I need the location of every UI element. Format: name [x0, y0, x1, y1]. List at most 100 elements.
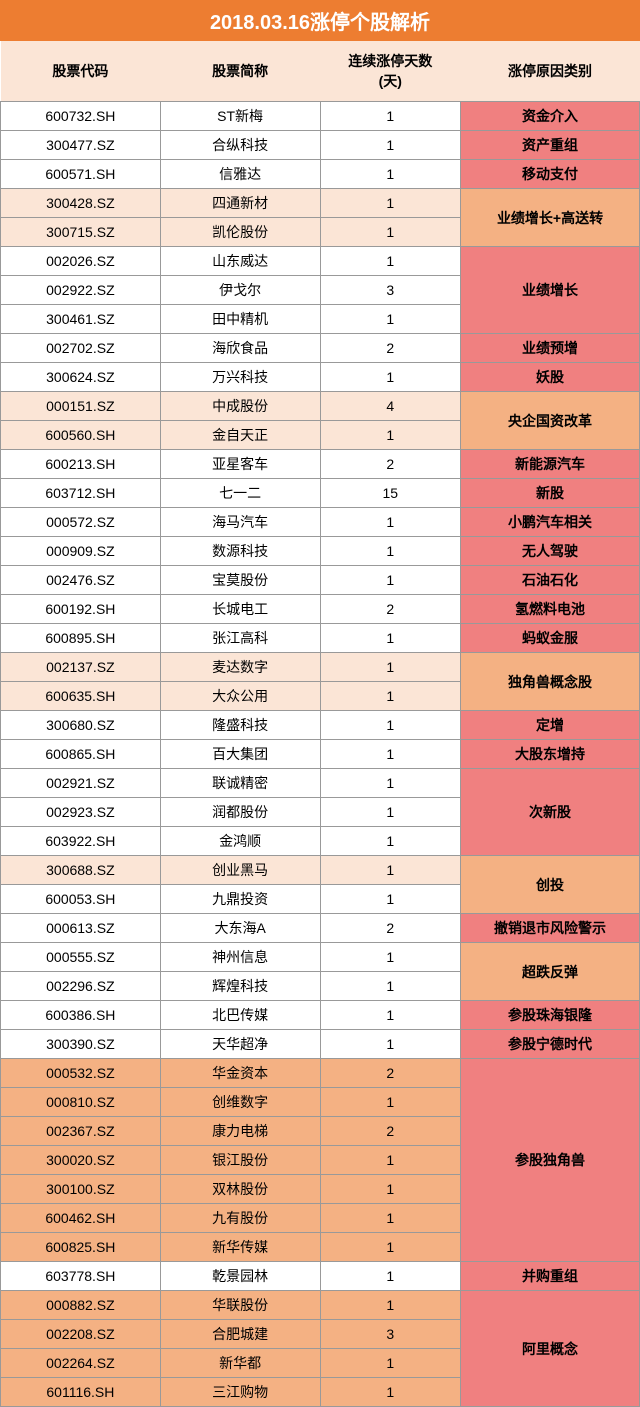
cell-name: 合肥城建	[160, 1320, 320, 1349]
cell-days: 3	[320, 1320, 461, 1349]
reason-cell: 独角兽概念股	[461, 653, 640, 711]
reason-cell: 并购重组	[461, 1262, 640, 1291]
cell-code: 603922.SH	[1, 827, 161, 856]
table-row: 000882.SZ华联股份1阿里概念	[1, 1291, 640, 1320]
cell-name: 神州信息	[160, 943, 320, 972]
cell-code: 002702.SZ	[1, 334, 161, 363]
cell-days: 1	[320, 769, 461, 798]
cell-code: 600865.SH	[1, 740, 161, 769]
cell-days: 1	[320, 624, 461, 653]
cell-code: 601116.SH	[1, 1378, 161, 1407]
cell-days: 1	[320, 508, 461, 537]
cell-days: 2	[320, 914, 461, 943]
cell-name: 润都股份	[160, 798, 320, 827]
reason-cell: 创投	[461, 856, 640, 914]
cell-name: 华金资本	[160, 1059, 320, 1088]
cell-days: 1	[320, 1001, 461, 1030]
table-row: 600732.SHST新梅1资金介入	[1, 102, 640, 131]
reason-cell: 资金介入	[461, 102, 640, 131]
cell-code: 600732.SH	[1, 102, 161, 131]
cell-days: 1	[320, 421, 461, 450]
cell-days: 2	[320, 595, 461, 624]
cell-code: 002922.SZ	[1, 276, 161, 305]
col-header: 连续涨停天数(天)	[320, 41, 461, 102]
reason-cell: 参股宁德时代	[461, 1030, 640, 1059]
cell-days: 1	[320, 798, 461, 827]
cell-code: 600571.SH	[1, 160, 161, 189]
cell-code: 300688.SZ	[1, 856, 161, 885]
cell-code: 002296.SZ	[1, 972, 161, 1001]
cell-name: 新华传媒	[160, 1233, 320, 1262]
reason-cell: 资产重组	[461, 131, 640, 160]
cell-code: 300624.SZ	[1, 363, 161, 392]
cell-code: 000151.SZ	[1, 392, 161, 421]
cell-name: 伊戈尔	[160, 276, 320, 305]
cell-name: 宝莫股份	[160, 566, 320, 595]
table-row: 300680.SZ隆盛科技1定增	[1, 711, 640, 740]
table-row: 300428.SZ四通新材1业绩增长+高送转	[1, 189, 640, 218]
cell-days: 1	[320, 885, 461, 914]
cell-days: 1	[320, 102, 461, 131]
cell-name: 田中精机	[160, 305, 320, 334]
cell-code: 603778.SH	[1, 1262, 161, 1291]
table-row: 603712.SH七一二15新股	[1, 479, 640, 508]
cell-code: 300390.SZ	[1, 1030, 161, 1059]
cell-code: 300715.SZ	[1, 218, 161, 247]
cell-days: 1	[320, 160, 461, 189]
table-row: 300390.SZ天华超净1参股宁德时代	[1, 1030, 640, 1059]
reason-cell: 撤销退市风险警示	[461, 914, 640, 943]
table-row: 000151.SZ中成股份4央企国资改革	[1, 392, 640, 421]
cell-name: ST新梅	[160, 102, 320, 131]
cell-code: 002137.SZ	[1, 653, 161, 682]
table-row: 600192.SH长城电工2氢燃料电池	[1, 595, 640, 624]
reason-cell: 蚂蚁金服	[461, 624, 640, 653]
cell-name: 合纵科技	[160, 131, 320, 160]
reason-cell: 小鹏汽车相关	[461, 508, 640, 537]
reason-cell: 参股珠海银隆	[461, 1001, 640, 1030]
cell-days: 1	[320, 1088, 461, 1117]
table-row: 000613.SZ大东海A2撤销退市风险警示	[1, 914, 640, 943]
cell-days: 1	[320, 1378, 461, 1407]
table-row: 002921.SZ联诚精密1次新股	[1, 769, 640, 798]
table-row: 600571.SH信雅达1移动支付	[1, 160, 640, 189]
cell-code: 002367.SZ	[1, 1117, 161, 1146]
cell-days: 4	[320, 392, 461, 421]
cell-code: 600386.SH	[1, 1001, 161, 1030]
cell-days: 1	[320, 247, 461, 276]
table-row: 000532.SZ华金资本2参股独角兽	[1, 1059, 640, 1088]
table-row: 002026.SZ山东威达1业绩增长	[1, 247, 640, 276]
cell-code: 000810.SZ	[1, 1088, 161, 1117]
cell-name: 信雅达	[160, 160, 320, 189]
reason-cell: 超跌反弹	[461, 943, 640, 1001]
cell-days: 1	[320, 1030, 461, 1059]
cell-code: 002264.SZ	[1, 1349, 161, 1378]
cell-name: 万兴科技	[160, 363, 320, 392]
cell-name: 天华超净	[160, 1030, 320, 1059]
cell-name: 凯伦股份	[160, 218, 320, 247]
reason-cell: 新股	[461, 479, 640, 508]
cell-code: 600462.SH	[1, 1204, 161, 1233]
cell-code: 600895.SH	[1, 624, 161, 653]
cell-days: 1	[320, 218, 461, 247]
cell-name: 九鼎投资	[160, 885, 320, 914]
cell-name: 大东海A	[160, 914, 320, 943]
cell-name: 大众公用	[160, 682, 320, 711]
col-header: 股票简称	[160, 41, 320, 102]
cell-name: 数源科技	[160, 537, 320, 566]
cell-name: 海马汽车	[160, 508, 320, 537]
cell-code: 002476.SZ	[1, 566, 161, 595]
cell-code: 603712.SH	[1, 479, 161, 508]
cell-name: 亚星客车	[160, 450, 320, 479]
cell-code: 600560.SH	[1, 421, 161, 450]
cell-code: 600053.SH	[1, 885, 161, 914]
cell-days: 1	[320, 1204, 461, 1233]
cell-code: 300477.SZ	[1, 131, 161, 160]
cell-code: 600825.SH	[1, 1233, 161, 1262]
table-row: 002476.SZ宝莫股份1石油石化	[1, 566, 640, 595]
cell-days: 2	[320, 334, 461, 363]
cell-days: 1	[320, 682, 461, 711]
reason-cell: 妖股	[461, 363, 640, 392]
cell-code: 600635.SH	[1, 682, 161, 711]
cell-days: 2	[320, 1059, 461, 1088]
table-row: 000572.SZ海马汽车1小鹏汽车相关	[1, 508, 640, 537]
